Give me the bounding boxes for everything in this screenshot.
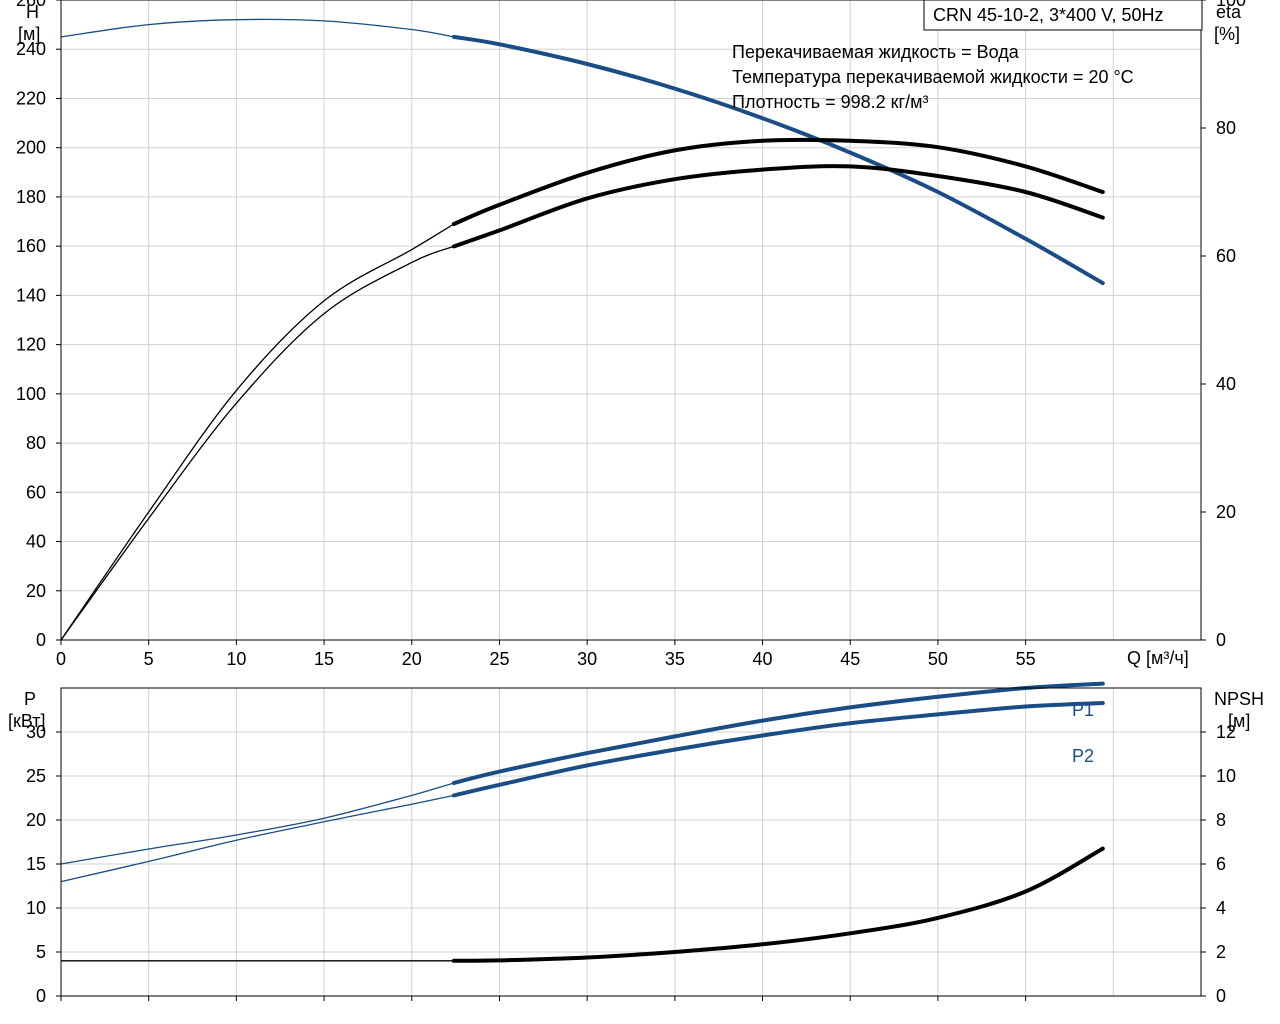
panel1-series1-thin-curve xyxy=(60,794,455,883)
bottom-plot-frame xyxy=(60,687,1202,997)
left-axis-tick-label: 20 xyxy=(26,581,46,601)
panel1-series2-bold-curve xyxy=(451,846,1105,963)
top-right-axis-symbol: eta xyxy=(1216,2,1242,22)
left-axis-tick-label: 180 xyxy=(16,187,46,207)
panel1-series0-bold-curve xyxy=(451,681,1105,785)
panel0-series2-bold-curve xyxy=(451,164,1105,249)
left-axis-tick-label: 140 xyxy=(16,285,46,305)
left-axis-tick-label: 25 xyxy=(26,766,46,786)
condition-density: Плотность = 998.2 кг/м³ xyxy=(732,92,928,112)
top-plot-curves xyxy=(60,18,1105,641)
left-axis-tick-label: 260 xyxy=(16,0,46,10)
panel1-series0-thin-curve xyxy=(60,782,455,865)
left-axis-tick-label: 80 xyxy=(26,433,46,453)
bottom-right-axis-symbol: NPSH xyxy=(1214,689,1264,709)
top-left-axis-unit: [м] xyxy=(18,24,40,44)
panel1-series1-bold-curve xyxy=(451,701,1105,798)
right-axis-tick-label: 6 xyxy=(1216,854,1226,874)
panel0-series1-bold-curve xyxy=(451,137,1105,226)
condition-liquid: Перекачиваемая жидкость = Вода xyxy=(732,42,1020,62)
right-axis-tick-label: 20 xyxy=(1216,502,1236,522)
x-axis-tick-label: 45 xyxy=(840,649,860,669)
right-axis-tick-label: 4 xyxy=(1216,898,1226,918)
left-axis-tick-label: 0 xyxy=(36,986,46,1006)
left-axis-tick-label: 160 xyxy=(16,236,46,256)
bottom-left-axis-unit: [кВт] xyxy=(8,711,46,731)
bottom-plot-curves xyxy=(60,681,1105,963)
panel0-series0-bold-curve xyxy=(451,34,1105,286)
x-axis-tick-label: 15 xyxy=(314,649,334,669)
x-axis-tick-label: 5 xyxy=(144,649,154,669)
bottom-plot-grid xyxy=(61,688,1201,996)
left-axis-tick-label: 60 xyxy=(26,482,46,502)
x-axis-tick-label: 10 xyxy=(226,649,246,669)
left-axis-tick-label: 15 xyxy=(26,854,46,874)
bottom-right-axis-unit: [м] xyxy=(1228,711,1250,731)
panel0-series2-thin-curve xyxy=(60,245,455,641)
top-left-axis-symbol: H xyxy=(26,2,39,22)
right-axis-tick-label: 60 xyxy=(1216,246,1236,266)
top-plot-tick-labels: 0204060801001201401601802002202402600204… xyxy=(16,0,1246,669)
panel0-series0-thin-curve xyxy=(60,18,455,38)
left-axis-tick-label: 0 xyxy=(36,630,46,650)
left-axis-tick-label: 220 xyxy=(16,88,46,108)
x-axis-tick-label: 30 xyxy=(577,649,597,669)
top-plot-frame xyxy=(60,0,1202,641)
right-axis-tick-label: 12 xyxy=(1216,722,1236,742)
right-axis-tick-label: 80 xyxy=(1216,118,1236,138)
x-axis-label: Q [м³/ч] xyxy=(1127,648,1189,668)
right-axis-tick-label: 100 xyxy=(1216,0,1246,10)
x-axis-tick-label: 50 xyxy=(928,649,948,669)
right-axis-tick-label: 0 xyxy=(1216,986,1226,1006)
model-box xyxy=(923,0,1203,31)
left-axis-tick-label: 120 xyxy=(16,335,46,355)
x-axis-tick-label: 35 xyxy=(665,649,685,669)
right-axis-tick-label: 10 xyxy=(1216,766,1236,786)
left-axis-tick-label: 5 xyxy=(36,942,46,962)
left-axis-tick-label: 200 xyxy=(16,138,46,158)
series-label-p2: P2 xyxy=(1072,746,1094,766)
left-axis-tick-label: 40 xyxy=(26,532,46,552)
right-axis-tick-label: 40 xyxy=(1216,374,1236,394)
bottom-plot-tick-labels: 0 5 10 15 20 25 30 0 2 4 6 8 10 12 xyxy=(26,722,1236,1006)
right-axis-tick-label: 8 xyxy=(1216,810,1226,830)
x-axis-tick-label: 55 xyxy=(1016,649,1036,669)
right-axis-tick-label: 0 xyxy=(1216,630,1226,650)
model-title: CRN 45-10-2, 3*400 V, 50Hz xyxy=(933,5,1163,25)
x-axis-tick-label: 20 xyxy=(402,649,422,669)
left-axis-tick-label: 10 xyxy=(26,898,46,918)
x-axis-tick-label: 25 xyxy=(489,649,509,669)
series-label-p1: P1 xyxy=(1072,700,1094,720)
panel0-series1-thin-curve xyxy=(60,223,455,641)
x-axis-tick-label: 0 xyxy=(56,649,66,669)
left-axis-tick-label: 20 xyxy=(26,810,46,830)
right-axis-tick-label: 2 xyxy=(1216,942,1226,962)
condition-temperature: Температура перекачиваемой жидкости = 20… xyxy=(732,67,1134,87)
left-axis-tick-label: 30 xyxy=(26,722,46,742)
bottom-left-axis-symbol: P xyxy=(24,689,36,709)
top-right-axis-unit: [%] xyxy=(1214,24,1240,44)
left-axis-tick-label: 240 xyxy=(16,39,46,59)
x-axis-tick-label: 40 xyxy=(753,649,773,669)
left-axis-tick-label: 100 xyxy=(16,384,46,404)
top-plot-grid xyxy=(61,0,1201,640)
